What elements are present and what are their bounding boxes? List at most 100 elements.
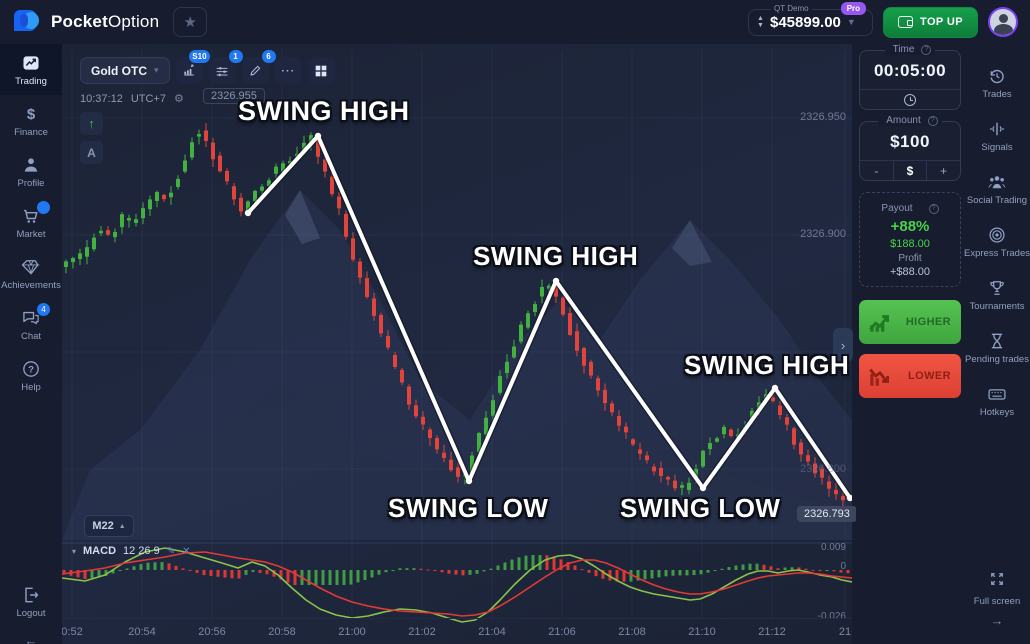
sidebar-item-signals[interactable]: Signals	[964, 109, 1030, 162]
sidebar-item-label: Profile	[17, 178, 45, 189]
asset-name: Gold OTC	[91, 63, 147, 78]
help-icon[interactable]: ?	[928, 203, 939, 214]
text-tool-button[interactable]: A	[80, 141, 103, 164]
current-price-badge: 2326.793	[797, 506, 857, 522]
sidebar-item-market[interactable]: Market	[0, 197, 62, 248]
sidebar-item-trading[interactable]: Trading	[0, 44, 62, 95]
collapse-sidebar-arrow[interactable]: ←	[24, 633, 38, 644]
timeframe-value: M22	[92, 520, 114, 532]
fullscreen-block[interactable]: Full screen →	[964, 570, 1030, 638]
sidebar-item-label: Trades	[982, 89, 1012, 100]
asset-selector[interactable]: Gold OTC ▾	[80, 57, 170, 84]
macd-scale-min: -0.026	[817, 611, 846, 622]
chat-icon	[21, 308, 41, 328]
chart-type-button[interactable]: S10	[175, 50, 210, 84]
time-axis-label: 21:02	[408, 626, 436, 638]
pending-icon	[987, 331, 1007, 351]
price-axis-label: 2326.800	[800, 463, 846, 475]
sidebar-item-label: Market	[16, 229, 46, 240]
sidebar-item-label: Achievements	[1, 280, 61, 291]
achievements-icon	[21, 257, 41, 277]
time-axis-label: 20:54	[128, 626, 156, 638]
pocket-option-logo-icon	[14, 9, 42, 35]
chevron-down-icon[interactable]: ▾	[72, 546, 77, 556]
avatar[interactable]	[988, 7, 1018, 37]
amount-input[interactable]: $100	[890, 132, 930, 151]
pencil-icon	[250, 65, 261, 76]
payout-label: Payout	[881, 203, 913, 214]
higher-button[interactable]: HIGHER	[859, 300, 961, 344]
sidebar-item-express-trades[interactable]: Express Trades	[964, 215, 1030, 268]
time-mode-button[interactable]	[860, 90, 960, 109]
time-axis[interactable]: 0:52 20:54 20:56 20:58 21:00 21:02 21:04 21:06 2…	[61, 618, 852, 644]
top-up-button[interactable]: TOP UP	[883, 6, 978, 38]
annotation-swing-low-1: SWING LOW	[388, 493, 549, 523]
gear-icon[interactable]: ⚙	[173, 93, 184, 105]
help-icon[interactable]: ?	[927, 115, 938, 126]
drawing-tools-button[interactable]: 6	[241, 50, 276, 84]
expiration-time-input[interactable]: 00:05:00	[873, 61, 947, 80]
chart-canvas[interactable]	[62, 44, 852, 644]
ellipsis-icon: ⋯	[280, 62, 296, 78]
trend-down-icon	[869, 368, 889, 386]
payout-box: Payout? +88% $188.00 Profit +$88.00	[859, 192, 961, 287]
macd-header: ▾ MACD 12 26 9 ✎ ✕	[72, 545, 191, 557]
auto-scroll-button[interactable]: ↑	[80, 112, 103, 135]
brand-bold: Pocket	[51, 12, 108, 31]
signals-icon	[987, 119, 1007, 139]
sidebar-item-hotkeys[interactable]: Hotkeys	[964, 374, 1030, 427]
time-axis-label: 20:58	[268, 626, 296, 638]
sidebar-item-label: Tournaments	[969, 301, 1025, 312]
chart-clock-row: 10:37:12 UTC+7 ⚙	[80, 92, 184, 106]
logout-icon	[21, 585, 41, 605]
expand-sidebar-arrow[interactable]: →	[990, 613, 1004, 628]
help-icon[interactable]: ?	[921, 44, 932, 55]
chevron-right-icon: ›	[840, 337, 846, 353]
sort-arrows-icon: ▲ ▼	[757, 14, 764, 29]
collapse-panel-button[interactable]: ›	[833, 328, 853, 362]
more-tools-button[interactable]: ⋯	[274, 57, 302, 84]
payout-amount: $188.00	[890, 238, 930, 250]
currency-button[interactable]: $	[892, 161, 927, 180]
sliders-icon	[216, 66, 228, 76]
help-icon: ?	[21, 359, 41, 379]
sidebar-item-profile[interactable]: Profile	[0, 146, 62, 197]
sidebar-item-social-trading[interactable]: Social Trading	[964, 162, 1030, 215]
time-axis-label: 21:04	[478, 626, 506, 638]
timeframe-selector[interactable]: M22 ▲	[84, 515, 134, 537]
amount-increase-button[interactable]: +	[926, 161, 960, 180]
remove-indicator-icon[interactable]: ✕	[182, 545, 191, 557]
sidebar-item-achievements[interactable]: Achievements	[0, 248, 62, 299]
wallet-icon	[898, 16, 914, 28]
market-icon	[21, 206, 41, 226]
sidebar-item-logout[interactable]: Logout	[0, 576, 62, 627]
layout-grid-button[interactable]	[307, 57, 335, 84]
time-axis-label: 21:08	[618, 626, 646, 638]
header: PocketOption ★ QT Demo Pro ▲ ▼ $45899.00 …	[0, 0, 1030, 44]
sidebar-item-label: Trading	[15, 76, 47, 87]
sidebar-item-label: Help	[21, 382, 41, 393]
sidebar-item-finance[interactable]: $ Finance	[0, 95, 62, 146]
sidebar-item-chat[interactable]: Chat 4	[0, 299, 62, 350]
sidebar-item-trades[interactable]: Trades	[964, 56, 1030, 109]
sidebar-item-help[interactable]: ? Help	[0, 350, 62, 401]
time-box: Time? 00:05:00	[859, 44, 961, 110]
lower-button[interactable]: LOWER	[859, 354, 961, 398]
amount-decrease-button[interactable]: -	[874, 163, 879, 178]
time-axis-label: 20:56	[198, 626, 226, 638]
favorite-star-button[interactable]: ★	[173, 7, 208, 37]
edit-indicator-icon[interactable]: ✎	[166, 545, 176, 557]
brand-light: Option	[107, 12, 160, 31]
profit-label: Profit	[898, 253, 922, 264]
macd-title: MACD	[83, 545, 117, 557]
time-axis-label: 21:06	[548, 626, 576, 638]
account-selector[interactable]: QT Demo Pro ▲ ▼ $45899.00 ▼	[748, 1, 874, 36]
trade-panel: Time? 00:05:00 Amount? $100 - $ + Payout…	[856, 44, 964, 644]
sidebar-item-pending-trades[interactable]: Pending trades	[964, 321, 1030, 374]
sidebar-item-tournaments[interactable]: Tournaments	[964, 268, 1030, 321]
sidebar-item-label: Signals	[981, 142, 1013, 153]
time-label: Time	[888, 44, 919, 55]
brand-logo[interactable]: PocketOption	[0, 9, 159, 35]
indicators-button[interactable]: 1	[208, 50, 243, 84]
sidebar-item-label: Pending trades	[965, 354, 1029, 365]
